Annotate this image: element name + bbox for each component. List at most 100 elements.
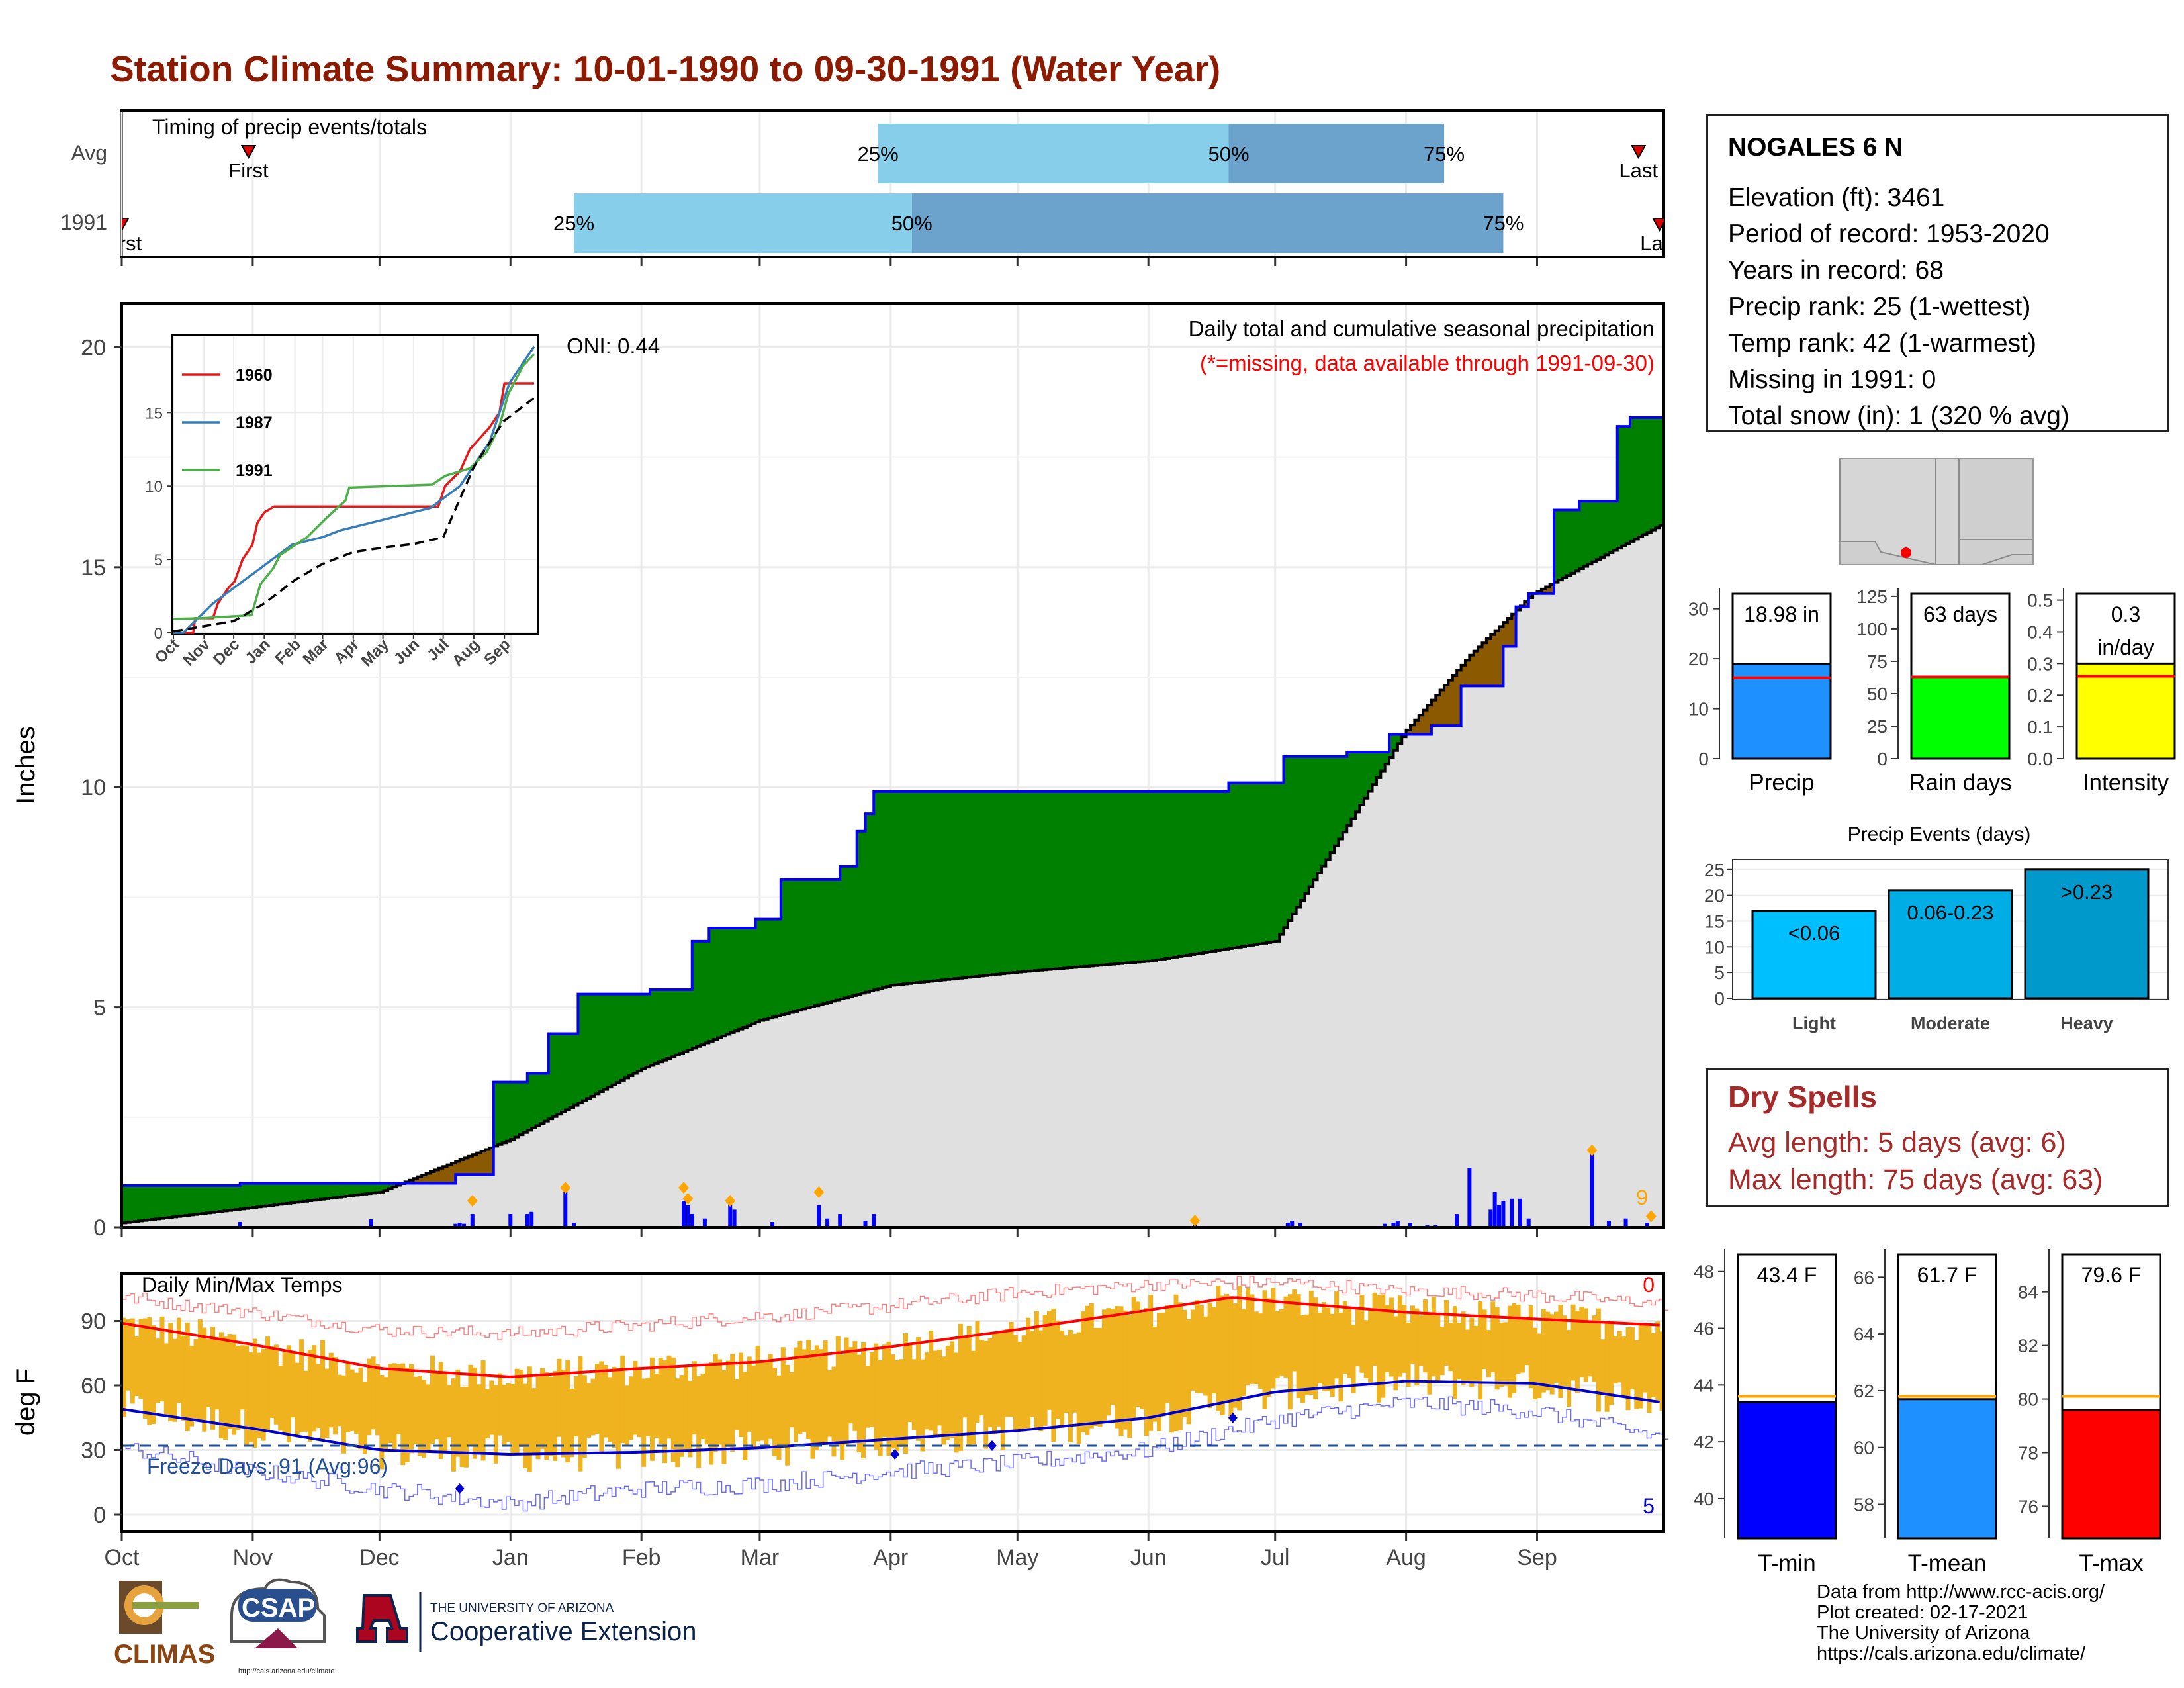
summary-name: Precip — [1749, 770, 1814, 796]
coop-ext-text: Cooperative Extension — [430, 1617, 696, 1646]
summary-name: Rain days — [1909, 770, 2012, 796]
daily-temp-bar — [451, 1378, 456, 1472]
daily-temp-bar — [713, 1353, 718, 1452]
daily-temp-bar — [443, 1373, 448, 1453]
daily-temp-bar — [1064, 1335, 1069, 1413]
daily-temp-bar — [1376, 1295, 1381, 1403]
snow-marker — [560, 1182, 571, 1194]
daily-temp-bar — [510, 1384, 516, 1454]
cumulative-1991-line — [122, 392, 1665, 1187]
timing-first-marker — [122, 218, 130, 232]
daily-temp-bar — [1520, 1316, 1525, 1373]
daily-temp-bar — [675, 1378, 680, 1468]
month-tick-label: Mar — [741, 1545, 780, 1570]
daily-temp-bar — [1647, 1323, 1652, 1413]
record-low-count: 5 — [1643, 1494, 1655, 1518]
daily-temp-bar — [612, 1366, 617, 1448]
snow-marker — [467, 1195, 478, 1207]
summary-bar — [1737, 1401, 1837, 1540]
daily-temp-bar — [523, 1383, 528, 1468]
daily-temp-bar — [684, 1366, 688, 1451]
normal-cumulative-area — [122, 523, 1664, 1227]
daily-temp-bar — [844, 1337, 849, 1445]
summary-tick-label: 30 — [1688, 599, 1709, 620]
summary-bar — [2075, 662, 2176, 760]
daily-precip-bar — [238, 1222, 242, 1227]
daily-temp-bar — [396, 1364, 401, 1434]
daily-temp-bar — [434, 1371, 439, 1440]
daily-temp-bar — [1068, 1329, 1073, 1442]
temp-bars — [122, 1286, 1664, 1473]
daily-temp-bar — [362, 1382, 367, 1454]
daily-temp-bar — [1047, 1311, 1052, 1410]
daily-temp-bar — [1393, 1316, 1398, 1391]
daily-temp-bar — [392, 1363, 397, 1451]
snow-marker — [1189, 1215, 1201, 1227]
daily-temp-bar — [1351, 1325, 1356, 1393]
daily-temp-bar — [654, 1374, 659, 1438]
events-bar-heavy — [2024, 868, 2150, 1000]
daily-temp-bar — [1013, 1335, 1018, 1432]
summary-tick-label: 76 — [2018, 1496, 2038, 1517]
daily-temp-bar — [240, 1345, 245, 1410]
daily-temp-bar — [743, 1372, 748, 1460]
timing-first-marker — [240, 145, 257, 160]
daily-temp-bar — [341, 1375, 346, 1454]
daily-temp-bar — [236, 1346, 241, 1430]
daily-temp-bar — [349, 1369, 355, 1431]
daily-temp-bar — [218, 1332, 224, 1439]
daily-precip-bar — [572, 1223, 576, 1227]
daily-temp-bar — [172, 1338, 177, 1422]
inset-legend-label: 1991 — [236, 461, 273, 480]
daily-temp-bar — [1609, 1321, 1614, 1405]
daily-temp-bar — [1060, 1330, 1065, 1428]
daily-precip-bar — [1455, 1214, 1459, 1227]
daily-temp-bar — [1363, 1320, 1369, 1378]
daily-precip-bar — [457, 1223, 462, 1227]
daily-temp-bar — [1448, 1323, 1453, 1372]
daily-temp-bar — [1418, 1315, 1424, 1366]
daily-temp-bar — [730, 1354, 735, 1452]
station-location-marker — [1901, 547, 1911, 558]
timing-label-25: 25% — [858, 142, 899, 165]
summary-tick-label: 0.3 — [2027, 653, 2053, 674]
daily-temp-bar — [1140, 1313, 1145, 1409]
daily-precip-bar — [1298, 1223, 1303, 1227]
daily-temp-bar — [527, 1366, 532, 1473]
daily-temp-bar — [734, 1379, 739, 1430]
record-max-line — [122, 1276, 1668, 1340]
daily-precip-bar — [1526, 1218, 1531, 1227]
summary-tick-label: 66 — [1854, 1267, 1874, 1288]
daily-temp-bar — [557, 1358, 562, 1437]
record-low-marker — [987, 1440, 997, 1451]
month-tick-label: Dec — [359, 1545, 399, 1570]
daily-temp-bar — [1055, 1321, 1060, 1419]
daily-temp-bar — [1533, 1327, 1538, 1400]
daily-temp-bar — [1118, 1306, 1124, 1436]
record-low-marker — [455, 1483, 465, 1494]
daily-temp-bar — [937, 1349, 942, 1426]
daily-temp-bar — [430, 1355, 435, 1444]
events-tick-label: 0 — [1714, 988, 1725, 1009]
daily-precip-bar — [1518, 1198, 1522, 1227]
daily-temp-bar — [1461, 1311, 1466, 1385]
freeze-days-label: Freeze Days: 91 (Avg:96) — [147, 1454, 388, 1478]
daily-temp-bar — [709, 1362, 714, 1465]
daily-temp-bar — [1017, 1342, 1023, 1429]
daily-temp-bar — [156, 1338, 161, 1403]
daily-temp-bar — [223, 1336, 228, 1440]
climas-logo: CLIMAS — [114, 1581, 215, 1669]
daily-precip-bar — [1383, 1223, 1387, 1227]
daily-precip-bar — [1408, 1223, 1412, 1227]
daily-temp-bar — [801, 1349, 807, 1432]
summary-tick-label: 58 — [1854, 1495, 1874, 1515]
daily-temp-bar — [1562, 1315, 1567, 1389]
month-tick-label: May — [996, 1545, 1038, 1570]
daily-temp-bar — [1246, 1288, 1251, 1385]
daily-temp-bar — [1334, 1291, 1340, 1379]
daily-temp-bar — [1512, 1303, 1517, 1393]
daily-temp-bar — [1283, 1296, 1289, 1378]
daily-temp-bar — [615, 1368, 621, 1469]
daily-temp-bar — [1486, 1330, 1491, 1378]
